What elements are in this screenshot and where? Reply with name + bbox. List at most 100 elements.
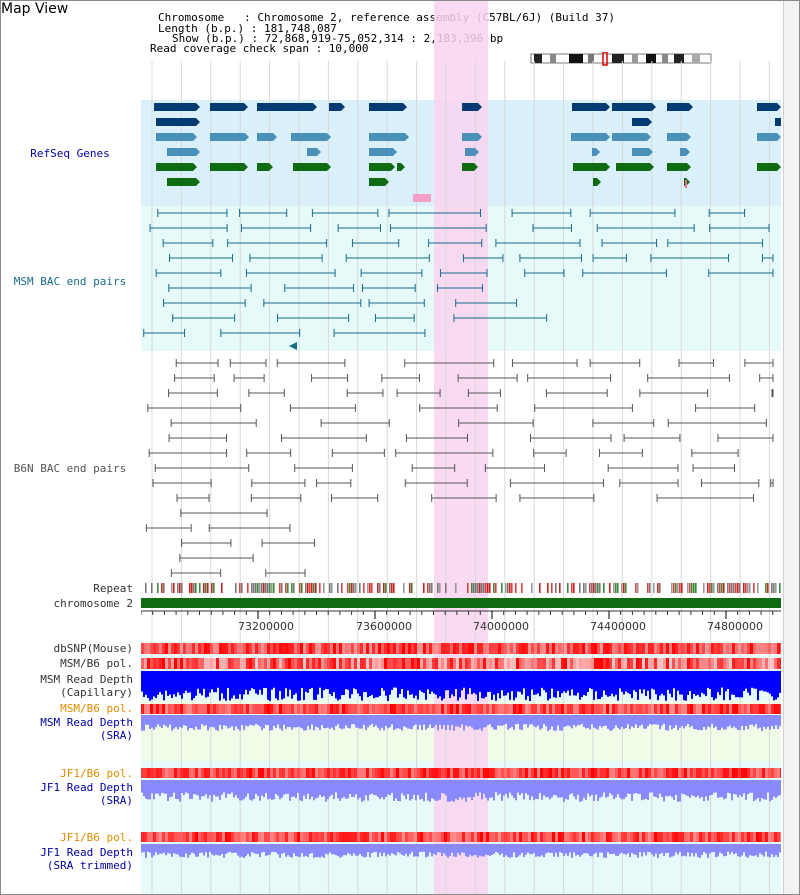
- jf1-sra-depth-bar: [447, 780, 449, 802]
- jf1-trimmed-depth-bar: [281, 844, 283, 854]
- msm-sra-depth-bar: [569, 715, 571, 727]
- jf1-pol2-cell: [696, 832, 699, 842]
- jf1-pol2-cell: [258, 832, 261, 842]
- msm-sra-depth-bar: [671, 715, 673, 730]
- msm-sra-depth-bar: [201, 715, 203, 725]
- dbsnp-cell: [684, 643, 687, 654]
- msm-depth-sra-track[interactable]: [141, 715, 781, 731]
- msm-pol2-cell: [339, 704, 342, 714]
- refseq-gene: [462, 163, 474, 171]
- msm-pol-cell: [216, 658, 219, 669]
- msm-capillary-depth-bar: [413, 671, 415, 699]
- msm-sra-depth-bar: [617, 715, 619, 728]
- gene-strand-arrow: [391, 163, 395, 171]
- msm-pol2-cell: [777, 704, 780, 714]
- jf1-sra-depth-bar: [637, 780, 639, 794]
- jf1-sra-depth-bar: [227, 780, 229, 794]
- dbsnp-cell: [660, 643, 663, 654]
- msm-sra-depth-bar: [313, 715, 315, 731]
- msm-pol-cell: [654, 658, 657, 669]
- dbsnp-heat-track[interactable]: [141, 643, 781, 654]
- dbsnp-cell: [414, 643, 417, 654]
- jf1-pol-cell: [453, 768, 456, 778]
- jf1-pol2-cell: [480, 832, 483, 842]
- repeat-track[interactable]: [141, 582, 781, 594]
- msm-sra-depth-bar: [259, 715, 261, 727]
- jf1-trimmed-depth-bar: [759, 844, 761, 854]
- msm-capillary-depth-bar: [275, 671, 277, 699]
- chromosome-ideogram[interactable]: [528, 52, 714, 66]
- msm-capillary-depth-bar: [429, 671, 431, 695]
- msm-b6-pol-heat-track-2[interactable]: [141, 704, 781, 714]
- msm-pol-cell: [396, 658, 399, 669]
- msm-capillary-depth-bar: [317, 671, 319, 695]
- jf1-sra-depth-bar: [249, 780, 251, 800]
- repeat-element: [509, 583, 511, 593]
- jf1-depth-sra-track[interactable]: [141, 780, 781, 802]
- jf1-pol-cell: [651, 768, 654, 778]
- msm-pol-cell: [207, 658, 210, 669]
- msm-bac-track[interactable]: [141, 206, 781, 356]
- msm-capillary-depth-bar: [619, 671, 621, 689]
- msm-sra-depth-bar: [315, 715, 317, 727]
- jf1-sra-depth-bar: [749, 780, 751, 793]
- dbsnp-cell: [636, 643, 639, 654]
- jf1-sra-depth-bar: [723, 780, 725, 800]
- jf1-pol2-cell: [627, 832, 630, 842]
- jf1-pol2-cell: [684, 832, 687, 842]
- msm-pol-cell: [240, 658, 243, 669]
- msm-sra-depth-bar: [607, 715, 609, 729]
- repeat-element: [269, 583, 271, 593]
- jf1-pol-cell: [576, 768, 579, 778]
- repeat-label: Repeat: [93, 582, 133, 595]
- jf1-pol-heat-track[interactable]: [141, 768, 781, 778]
- msm-capillary-depth-bar: [743, 671, 745, 691]
- repeat-element: [359, 583, 361, 593]
- jf1-pol2-cell: [576, 832, 579, 842]
- jf1-trimmed-depth-bar: [689, 844, 691, 857]
- jf1-sra-depth-bar: [225, 780, 227, 798]
- msm-capillary-depth-bar: [555, 671, 557, 698]
- dbsnp-cell: [687, 643, 690, 654]
- msm-capillary-depth-bar: [707, 671, 709, 688]
- jf1-trimmed-depth-bar: [255, 844, 257, 854]
- dbsnp-cell: [207, 643, 210, 654]
- jf1-trimmed-depth-bar: [197, 844, 199, 857]
- jf1-pol-heat-track-2[interactable]: [141, 832, 781, 842]
- msm-sra-depth-bar: [509, 715, 511, 729]
- msm-sra-depth-bar: [165, 715, 167, 726]
- msm-sra-depth-bar: [301, 715, 303, 729]
- jf1-trimmed-depth-bar: [207, 844, 209, 858]
- jf1-trimmed-depth-bar: [299, 844, 301, 857]
- jf1-pol2-cell: [462, 832, 465, 842]
- jf1-trimmed-depth-bar: [195, 844, 197, 857]
- msm-pol-cell: [750, 658, 753, 669]
- jf1-trimmed-depth-bar: [655, 844, 657, 854]
- jf1-sra-depth-bar: [263, 780, 265, 798]
- b6n-bac-track[interactable]: [141, 351, 781, 581]
- dbsnp-cell: [447, 643, 450, 654]
- jf1-pol-cell: [588, 768, 591, 778]
- jf1-trimmed-depth-bar: [739, 844, 741, 857]
- msm-pol2-cell: [504, 704, 507, 714]
- msm-capillary-depth-bar: [765, 671, 767, 692]
- jf1-trimmed-depth-bar: [473, 844, 475, 856]
- jf1-trimmed-depth-bar: [495, 844, 497, 852]
- refseq-genes-track[interactable]: [141, 100, 781, 206]
- jf1-sra-depth-bar: [419, 780, 421, 800]
- jf1-depth-trimmed-track[interactable]: [141, 844, 781, 858]
- dbsnp-label: dbSNP(Mouse): [53, 642, 133, 655]
- vertical-scrollbar[interactable]: [783, 1, 799, 894]
- jf1-pol-cell: [291, 768, 294, 778]
- msm-sra-depth-bar: [367, 715, 369, 728]
- msm-b6-pol-heat-track[interactable]: [141, 658, 781, 669]
- jf1-sra-depth-bar: [367, 780, 369, 801]
- jf1-trimmed-depth-bar: [401, 844, 403, 855]
- msm-capillary-depth-bar: [301, 671, 303, 689]
- jf1-sra-depth-bar: [575, 780, 577, 800]
- msm-sra-depth-bar: [159, 715, 161, 727]
- dbsnp-cell: [741, 643, 744, 654]
- dbsnp-cell: [183, 643, 186, 654]
- msm-depth-capillary-track[interactable]: [141, 671, 781, 701]
- msm-capillary-depth-bar: [361, 671, 363, 701]
